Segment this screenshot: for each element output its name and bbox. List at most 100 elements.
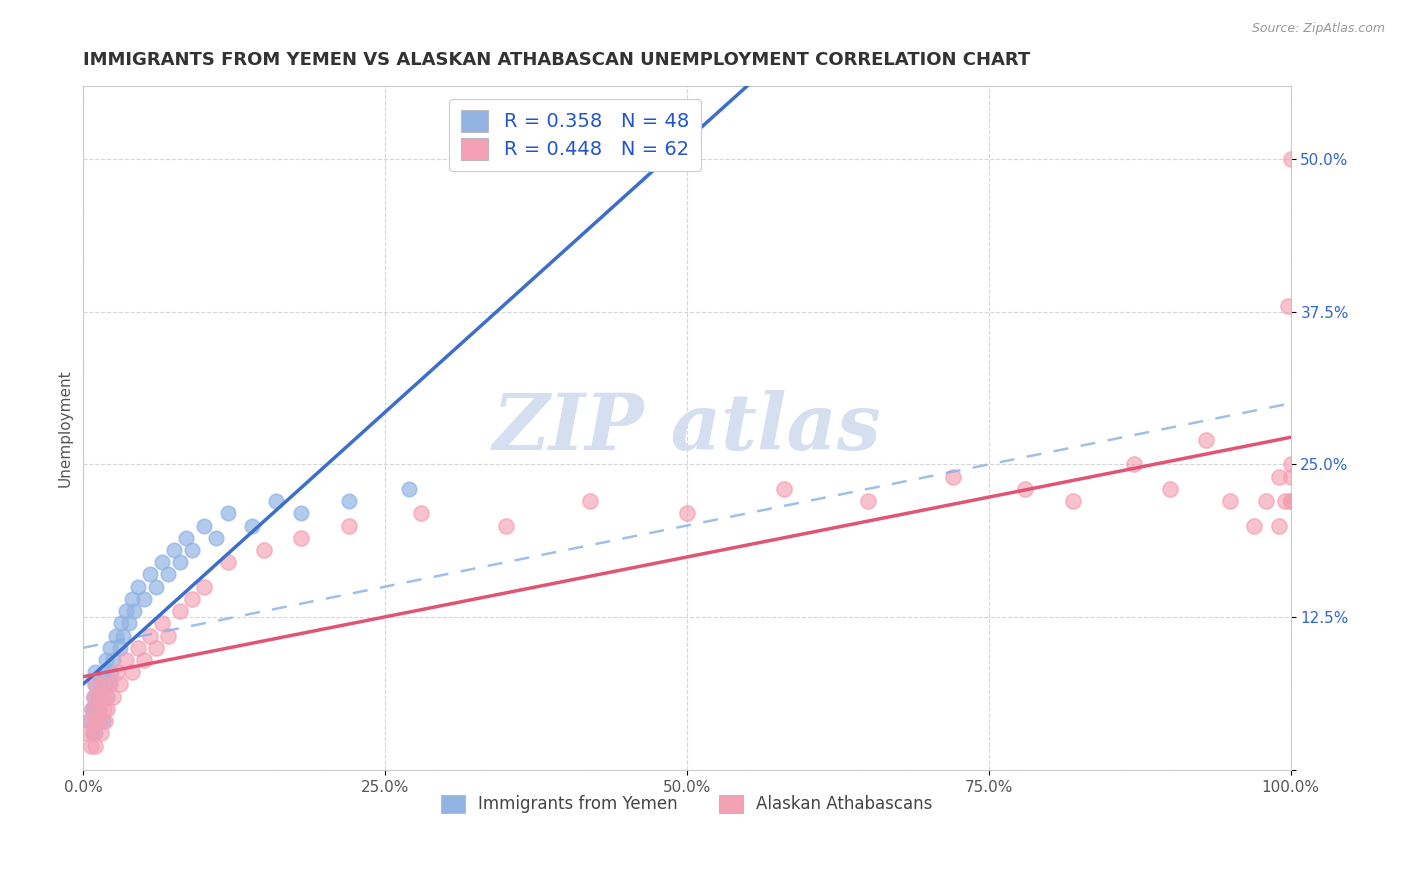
Legend: Immigrants from Yemen, Alaskan Athabascans: Immigrants from Yemen, Alaskan Athabasca… xyxy=(432,785,942,823)
Point xyxy=(87,714,110,728)
Point xyxy=(150,555,173,569)
Point xyxy=(84,726,107,740)
Point xyxy=(112,628,135,642)
Point xyxy=(100,665,122,680)
Point xyxy=(76,726,98,740)
Point xyxy=(1267,518,1289,533)
Point xyxy=(145,580,167,594)
Point xyxy=(1256,494,1278,508)
Point xyxy=(118,616,141,631)
Point xyxy=(91,714,114,728)
Point xyxy=(1243,518,1265,533)
Point xyxy=(87,702,110,716)
Point xyxy=(94,714,117,728)
Point xyxy=(495,518,517,533)
Point xyxy=(79,714,101,728)
Point xyxy=(169,604,191,618)
Point xyxy=(772,482,794,496)
Point xyxy=(103,690,125,704)
Point xyxy=(114,653,136,667)
Point xyxy=(79,714,101,728)
Point xyxy=(83,690,105,704)
Point xyxy=(82,726,104,740)
Point xyxy=(121,665,143,680)
Text: IMMIGRANTS FROM YEMEN VS ALASKAN ATHABASCAN UNEMPLOYMENT CORRELATION CHART: IMMIGRANTS FROM YEMEN VS ALASKAN ATHABAS… xyxy=(83,51,1031,69)
Point xyxy=(217,506,239,520)
Point xyxy=(193,518,215,533)
Point xyxy=(114,604,136,618)
Point xyxy=(145,640,167,655)
Point xyxy=(80,702,103,716)
Point xyxy=(253,543,276,558)
Point xyxy=(84,665,107,680)
Point xyxy=(84,677,107,691)
Point xyxy=(89,690,111,704)
Point xyxy=(181,591,204,606)
Point xyxy=(240,518,263,533)
Point xyxy=(290,531,312,545)
Point xyxy=(110,616,132,631)
Point xyxy=(84,677,107,691)
Point xyxy=(1279,458,1302,472)
Point xyxy=(94,677,117,691)
Point xyxy=(1122,458,1144,472)
Point xyxy=(132,591,155,606)
Point xyxy=(96,690,118,704)
Point xyxy=(84,714,107,728)
Point xyxy=(98,677,121,691)
Point xyxy=(1279,469,1302,483)
Point xyxy=(98,640,121,655)
Point xyxy=(127,580,149,594)
Point xyxy=(97,677,120,691)
Point xyxy=(156,628,179,642)
Point xyxy=(266,494,288,508)
Y-axis label: Unemployment: Unemployment xyxy=(58,369,72,486)
Point xyxy=(90,690,112,704)
Point xyxy=(82,726,104,740)
Point xyxy=(93,665,115,680)
Point xyxy=(84,739,107,753)
Point xyxy=(80,702,103,716)
Point xyxy=(132,653,155,667)
Point xyxy=(156,567,179,582)
Point xyxy=(856,494,879,508)
Point xyxy=(1195,433,1218,447)
Point xyxy=(89,677,111,691)
Point xyxy=(290,506,312,520)
Point xyxy=(1279,494,1302,508)
Point xyxy=(121,591,143,606)
Point xyxy=(87,690,110,704)
Point xyxy=(138,628,160,642)
Point xyxy=(96,690,118,704)
Point xyxy=(84,702,107,716)
Point xyxy=(1279,494,1302,508)
Point xyxy=(122,604,145,618)
Point xyxy=(90,726,112,740)
Point xyxy=(138,567,160,582)
Point xyxy=(193,580,215,594)
Text: Source: ZipAtlas.com: Source: ZipAtlas.com xyxy=(1251,22,1385,36)
Point xyxy=(676,506,699,520)
Point xyxy=(1267,469,1289,483)
Point xyxy=(103,653,125,667)
Point xyxy=(79,739,101,753)
Point xyxy=(398,482,420,496)
Point xyxy=(1159,482,1181,496)
Point xyxy=(181,543,204,558)
Point xyxy=(96,702,118,716)
Point xyxy=(205,531,228,545)
Point xyxy=(91,677,114,691)
Point xyxy=(337,494,360,508)
Point xyxy=(163,543,186,558)
Point xyxy=(96,653,118,667)
Point xyxy=(579,494,602,508)
Point xyxy=(83,690,105,704)
Point xyxy=(1279,494,1302,508)
Point xyxy=(1219,494,1241,508)
Point xyxy=(104,628,127,642)
Point xyxy=(93,702,115,716)
Point xyxy=(127,640,149,655)
Point xyxy=(1279,152,1302,166)
Text: ZIP atlas: ZIP atlas xyxy=(492,390,882,466)
Point xyxy=(1062,494,1084,508)
